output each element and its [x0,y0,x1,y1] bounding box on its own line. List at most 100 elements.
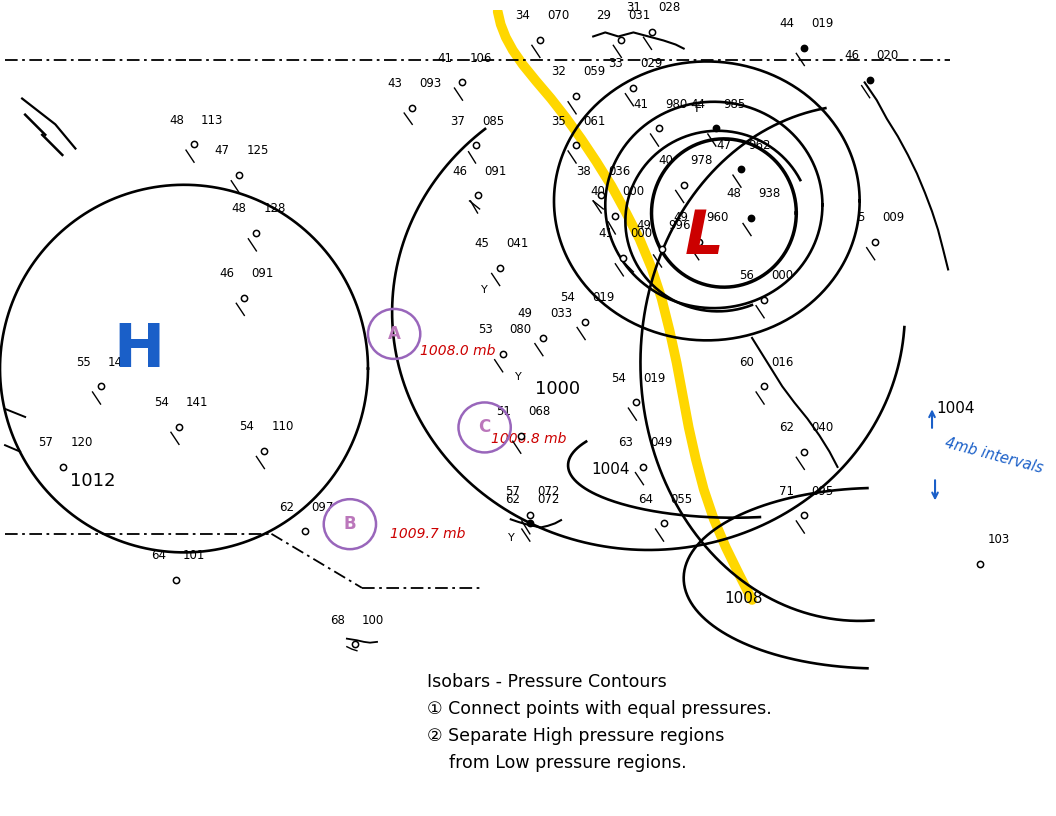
Text: 63: 63 [619,437,634,449]
Text: B: B [343,515,356,533]
Text: Y: Y [514,371,522,382]
Text: 54: 54 [561,291,576,304]
Text: 51: 51 [496,405,511,418]
Text: 020: 020 [876,49,899,62]
Text: 64: 64 [639,493,654,506]
Text: 031: 031 [628,9,650,22]
Text: 37: 37 [451,114,466,127]
Text: 033: 033 [550,307,572,320]
Text: 40: 40 [659,154,674,167]
Text: 1008: 1008 [724,591,763,605]
Text: Y: Y [508,533,514,543]
Text: Y: Y [480,285,487,295]
Text: 5: 5 [857,211,865,224]
Text: 019: 019 [811,17,834,30]
Text: 141: 141 [186,396,208,409]
Text: 125: 125 [246,144,268,157]
Text: 1008.0 mb: 1008.0 mb [420,344,495,358]
Text: 041: 041 [507,237,529,250]
Text: F: F [695,102,702,115]
Text: 097: 097 [312,501,334,514]
Text: 055: 055 [671,493,693,506]
Text: 1012: 1012 [70,472,115,490]
Text: 978: 978 [691,154,713,167]
Text: 960: 960 [705,211,729,224]
Text: 000: 000 [771,269,793,282]
Text: 41: 41 [634,98,648,111]
Text: 072: 072 [536,493,560,506]
Text: 46: 46 [845,49,860,62]
Text: 49: 49 [517,307,533,320]
Text: 54: 54 [611,372,626,384]
Text: 040: 040 [811,421,833,434]
Text: 019: 019 [643,372,666,384]
Text: 4mb intervals: 4mb intervals [943,436,1044,476]
Text: 64: 64 [151,549,166,562]
Text: 41: 41 [599,228,614,241]
Text: 29: 29 [597,9,611,22]
Text: 53: 53 [478,323,493,336]
Text: 009: 009 [882,211,904,224]
Text: 71: 71 [779,485,794,498]
Text: 43: 43 [388,78,402,91]
Text: C: C [478,419,491,437]
Text: 019: 019 [592,291,615,304]
Text: 1000: 1000 [535,379,581,397]
Text: 100: 100 [362,614,384,627]
Text: 128: 128 [263,202,286,215]
Text: 962: 962 [748,139,771,152]
Text: 48: 48 [727,187,741,200]
Text: 980: 980 [665,98,687,111]
Text: 093: 093 [419,78,441,91]
Text: 32: 32 [551,65,566,78]
Text: 38: 38 [577,165,591,178]
Text: 33: 33 [608,57,623,70]
Text: Isobars - Pressure Contours
① Connect points with equal pressures.
② Separate Hi: Isobars - Pressure Contours ① Connect po… [428,672,772,772]
Text: 1004: 1004 [591,462,629,477]
Text: 000: 000 [622,185,644,198]
Text: 48: 48 [169,113,184,126]
Text: A: A [388,325,400,343]
Text: 029: 029 [640,57,663,70]
Text: 41: 41 [437,51,452,64]
Text: 091: 091 [485,165,507,178]
Text: 106: 106 [470,51,492,64]
Text: 57: 57 [505,485,520,498]
Text: 938: 938 [758,187,780,200]
Text: 62: 62 [505,493,520,506]
Text: 095: 095 [811,485,833,498]
Text: L: L [684,208,723,267]
Text: 49: 49 [674,211,689,224]
Text: 000: 000 [630,228,653,241]
Text: 1006.8 mb: 1006.8 mb [491,432,566,446]
Text: 101: 101 [183,549,205,562]
Text: 47: 47 [214,144,229,157]
Text: 48: 48 [231,202,246,215]
Text: 028: 028 [659,1,681,14]
Text: 091: 091 [251,267,274,280]
Text: 44: 44 [691,98,705,111]
Text: 62: 62 [280,501,295,514]
Text: 016: 016 [771,356,793,369]
Text: 1009.7 mb: 1009.7 mb [390,527,466,541]
Text: 44: 44 [779,17,794,30]
Text: 113: 113 [201,113,224,126]
Text: 56: 56 [739,269,754,282]
Text: 31: 31 [626,1,641,14]
Text: 070: 070 [547,9,569,22]
Text: 147: 147 [108,356,130,369]
Text: 068: 068 [528,405,550,418]
Text: 49: 49 [637,219,652,232]
Text: H: H [113,321,165,379]
Text: 57: 57 [38,437,53,449]
Text: 110: 110 [271,420,294,433]
Text: 072: 072 [536,485,560,498]
Text: 62: 62 [779,421,794,434]
Text: 1004: 1004 [936,401,975,416]
Text: 120: 120 [71,437,93,449]
Text: 46: 46 [453,165,468,178]
Text: 35: 35 [551,114,566,127]
Text: 059: 059 [583,65,605,78]
Text: 996: 996 [668,219,691,232]
Text: 080: 080 [510,323,532,336]
